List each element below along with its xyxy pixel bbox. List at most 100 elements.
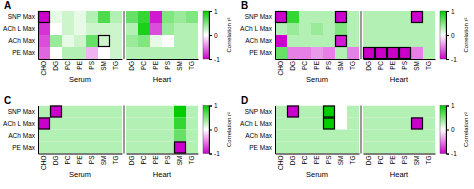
significance-border <box>400 48 411 59</box>
x-axis-tick-label: CHO <box>40 61 47 75</box>
y-axis-tick: PE Max <box>12 144 38 151</box>
x-axis-domain <box>276 59 360 60</box>
x-axis-tick-label: PC <box>64 61 71 70</box>
y-axis-tick-label: ACh L Max <box>3 120 36 127</box>
cell <box>299 47 311 59</box>
x-axis-domain <box>39 59 123 60</box>
cell <box>275 118 287 130</box>
x-axis-tick: CHO <box>277 59 284 75</box>
colorbar-axis-tick: -1 <box>209 150 220 157</box>
x-axis-tick-label: PS <box>401 60 408 69</box>
cell <box>126 23 138 35</box>
y-axis-tick: ACh L Max <box>3 120 38 127</box>
y-axis-tick: SNP Max <box>245 13 275 20</box>
x-axis-tick-label: DG <box>289 156 296 166</box>
y-axis-domain <box>38 12 39 60</box>
cell <box>174 47 186 59</box>
cell <box>174 23 186 35</box>
colorbar-label: Correlation r² <box>463 112 469 147</box>
cell <box>311 35 323 47</box>
significance-border <box>276 12 287 23</box>
cell <box>347 47 359 59</box>
cell <box>363 35 375 47</box>
x-axis-tick-label: SM <box>100 61 107 71</box>
x-axis-tick: TG <box>188 154 195 165</box>
cell <box>38 11 50 23</box>
cell <box>174 118 186 130</box>
panel: ACHODGPCPEPSSMTGSerumSNP MaxACh L MaxACh… <box>3 0 232 84</box>
cell <box>323 142 335 154</box>
cell <box>363 106 375 118</box>
colorbar-axis-tick-label: -1 <box>214 150 220 157</box>
cell <box>110 23 122 35</box>
colorbar-axis-tick: 1 <box>446 8 455 15</box>
significance-border <box>39 12 50 23</box>
cell <box>150 11 162 23</box>
colorbar <box>203 11 209 59</box>
x-axis-label: Serum <box>306 75 328 84</box>
separator <box>361 11 362 59</box>
cell <box>38 23 50 35</box>
colorbar <box>203 106 209 154</box>
x-axis: DGPCPEPSSMTG <box>127 59 199 71</box>
cell <box>98 118 110 130</box>
colorbar-axis: 10-1 <box>209 102 220 157</box>
x-axis-tick: SM <box>337 154 344 166</box>
y-axis-tick-label: ACh Max <box>245 37 272 44</box>
colorbar-axis-tick: -1 <box>446 56 457 63</box>
significance-border <box>39 118 50 129</box>
cell <box>323 106 335 118</box>
y-axis-tick-label: PE Max <box>12 144 36 151</box>
y-axis-tick-label: SNP Max <box>245 108 273 115</box>
cell <box>311 47 323 59</box>
x-axis-tick-label: SM <box>413 61 420 71</box>
colorbar-axis-tick-label: -1 <box>214 56 220 63</box>
y-axis-tick: PE Max <box>12 49 38 56</box>
cell <box>363 47 375 59</box>
cell <box>323 130 335 142</box>
colorbar-axis-domain <box>210 12 213 60</box>
panel-label: C <box>4 95 11 106</box>
colorbar-axis-tick: 1 <box>209 8 218 15</box>
colorbar-axis-tick-line <box>209 35 212 36</box>
cell <box>38 130 50 142</box>
x-axis-tick-label: DG <box>52 156 59 166</box>
colorbar-axis-tick-line <box>209 106 212 107</box>
x-axis-tick-label: PE <box>313 60 320 69</box>
colorbar-axis-tick: 1 <box>209 102 218 109</box>
x-axis-tick: PS <box>164 154 171 165</box>
cell <box>335 130 347 142</box>
y-axis-tick-label: PE Max <box>249 49 273 56</box>
cell <box>186 47 198 59</box>
cell <box>38 106 50 118</box>
significance-border <box>412 12 423 23</box>
significance-border <box>336 36 347 47</box>
separator <box>124 106 125 154</box>
cell <box>399 118 411 130</box>
y-axis-tick-label: ACh L Max <box>240 120 273 127</box>
cell <box>138 130 150 142</box>
cell <box>275 142 287 154</box>
cell <box>86 130 98 142</box>
cell <box>110 130 122 142</box>
cell <box>399 47 411 59</box>
cell <box>275 11 287 23</box>
cell <box>375 35 387 47</box>
significance-border <box>364 48 375 59</box>
cell <box>287 106 299 118</box>
colorbar-axis-tick-label: 1 <box>214 102 218 109</box>
cell <box>62 23 74 35</box>
cell <box>150 106 162 118</box>
colorbar-axis-tick-line <box>446 106 449 107</box>
borders <box>276 12 347 47</box>
x-axis-tick-label: TG <box>425 156 432 165</box>
x-axis-tick-label: TG <box>425 61 432 70</box>
cell <box>375 47 387 59</box>
significance-border <box>288 106 299 117</box>
cell <box>162 130 174 142</box>
x-axis-tick: TG <box>425 154 432 165</box>
cell <box>150 130 162 142</box>
x-axis-tick: DG <box>289 154 296 166</box>
cell <box>50 130 62 142</box>
cell <box>138 118 150 130</box>
